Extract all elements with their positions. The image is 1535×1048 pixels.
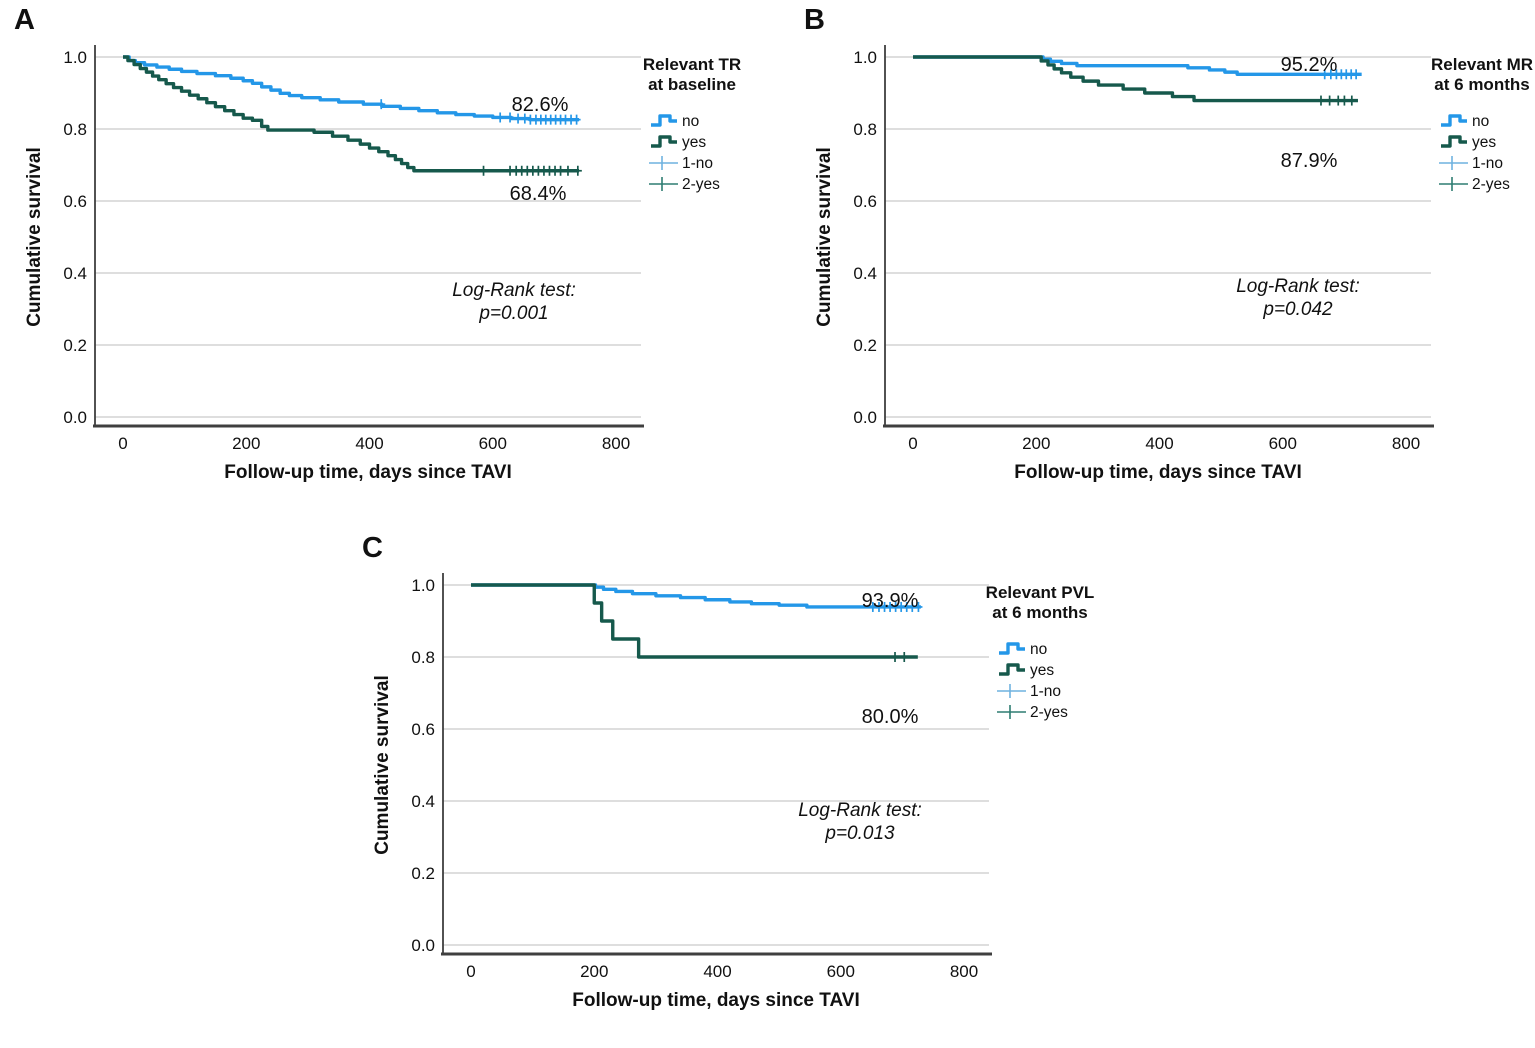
x-tick-label: 400 [355, 434, 383, 453]
legend-title: at 6 months [992, 603, 1087, 622]
figure-canvas: { "colors": { "blue": "#2497E8", "green"… [0, 0, 1535, 1011]
y-tick-label: 1.0 [411, 576, 435, 595]
y-axis-title: Cumulative survival [24, 147, 45, 327]
legend-item-label: yes [1472, 134, 1496, 151]
legend-title: at 6 months [1434, 75, 1529, 94]
y-tick-label: 0.8 [853, 120, 877, 139]
survival-percent-label: 82.6% [512, 94, 569, 116]
x-tick-label: 400 [703, 962, 731, 981]
y-tick-label: 0.0 [63, 408, 87, 427]
y-tick-label: 0.8 [63, 120, 87, 139]
y-tick-label: 0.4 [411, 792, 435, 811]
log-rank-text: Log-Rank test: [798, 800, 922, 821]
legend-step-glyph [651, 114, 677, 127]
legend-title: Relevant PVL [986, 583, 1095, 602]
panel-B: B 1.0 0.8 0.6 0.4 0.2 0.0 0 200 400 600 800 Cumulat… [790, 0, 1535, 520]
legend-item-label: 1-no [1030, 683, 1061, 700]
x-tick-label: 600 [1269, 434, 1297, 453]
survival-curve-yes [123, 55, 580, 173]
y-tick-label: 0.6 [63, 192, 87, 211]
legend-title: Relevant TR [643, 55, 741, 74]
legend-item-label: 2-yes [1472, 176, 1510, 193]
y-tick-label: 1.0 [853, 48, 877, 67]
x-axis-title: Follow-up time, days since TAVI [1014, 462, 1302, 483]
log-rank-text: Log-Rank test: [452, 280, 576, 301]
y-tick-label: 0.0 [411, 936, 435, 955]
x-tick-label: 0 [466, 962, 475, 981]
x-axis-title: Follow-up time, days since TAVI [572, 990, 860, 1011]
legend-step-glyph [999, 642, 1025, 655]
y-axis-title: Cumulative survival [372, 675, 393, 855]
y-tick-label: 1.0 [63, 48, 87, 67]
y-tick-label: 0.2 [411, 864, 435, 883]
x-axis-title: Follow-up time, days since TAVI [224, 462, 512, 483]
legend-step-glyph [651, 135, 677, 148]
km-plot-C: 1.0 0.8 0.6 0.4 0.2 0.0 0 200 400 600 800 Cumulativ… [372, 573, 1095, 1011]
km-plot-B: 1.0 0.8 0.6 0.4 0.2 0.0 0 200 400 600 800 Cumulativ… [814, 45, 1533, 483]
panel-letter-A: A [14, 4, 35, 36]
survival-percent-label: 87.9% [1281, 150, 1338, 172]
legend-item-label: 1-no [682, 155, 713, 172]
y-tick-label: 0.2 [63, 336, 87, 355]
y-axis-title: Cumulative survival [814, 147, 835, 327]
x-tick-label: 800 [1392, 434, 1420, 453]
panel-letter-B: B [804, 4, 825, 36]
x-tick-label: 200 [580, 962, 608, 981]
log-rank-text: p=0.013 [824, 823, 895, 844]
legend-title: at baseline [648, 75, 736, 94]
log-rank-text: p=0.042 [1262, 299, 1333, 320]
x-tick-label: 200 [1022, 434, 1050, 453]
x-tick-label: 0 [908, 434, 917, 453]
legend-item-label: yes [682, 134, 706, 151]
y-tick-label: 0.6 [853, 192, 877, 211]
survival-percent-label: 80.0% [862, 706, 919, 728]
legend-item-label: no [1030, 641, 1047, 658]
panel-letter-C: C [362, 532, 383, 564]
legend-item-label: no [682, 113, 699, 130]
panel-A: A 1.0 0.8 0.6 0.4 0.2 0.0 0 200 400 600 800 Cumulat… [0, 0, 780, 520]
x-tick-label: 200 [232, 434, 260, 453]
legend-item-label: 2-yes [1030, 704, 1068, 721]
legend-item-label: yes [1030, 662, 1054, 679]
x-tick-label: 800 [602, 434, 630, 453]
legend-item-label: 2-yes [682, 176, 720, 193]
x-tick-label: 400 [1145, 434, 1173, 453]
survival-curve-yes [471, 583, 918, 659]
survival-percent-label: 93.9% [862, 590, 919, 612]
y-tick-label: 0.4 [63, 264, 87, 283]
panel-C: C 1.0 0.8 0.6 0.4 0.2 0.0 0 200 400 600 800 Cumulat… [348, 528, 1128, 1048]
survival-curve-no [471, 583, 921, 609]
km-plot-A: 1.0 0.8 0.6 0.4 0.2 0.0 0 200 400 600 800 Cumulativ… [24, 45, 741, 483]
legend-item-label: no [1472, 113, 1489, 130]
x-tick-label: 800 [950, 962, 978, 981]
survival-percent-label: 95.2% [1281, 54, 1338, 76]
y-tick-label: 0.0 [853, 408, 877, 427]
y-tick-label: 0.4 [853, 264, 877, 283]
legend-step-glyph [1441, 114, 1467, 127]
survival-curve-yes [913, 55, 1358, 103]
legend-title: Relevant MR [1431, 55, 1533, 74]
legend-item-label: 1-no [1472, 155, 1503, 172]
survival-curve-no [913, 55, 1362, 76]
y-tick-label: 0.6 [411, 720, 435, 739]
y-tick-label: 0.8 [411, 648, 435, 667]
log-rank-text: p=0.001 [478, 303, 548, 324]
y-tick-label: 0.2 [853, 336, 877, 355]
log-rank-text: Log-Rank test: [1236, 276, 1360, 297]
legend-step-glyph [1441, 135, 1467, 148]
x-tick-label: 600 [479, 434, 507, 453]
survival-curve-no [123, 55, 580, 122]
x-tick-label: 0 [118, 434, 127, 453]
survival-percent-label: 68.4% [510, 183, 567, 205]
x-tick-label: 600 [827, 962, 855, 981]
legend-step-glyph [999, 663, 1025, 676]
